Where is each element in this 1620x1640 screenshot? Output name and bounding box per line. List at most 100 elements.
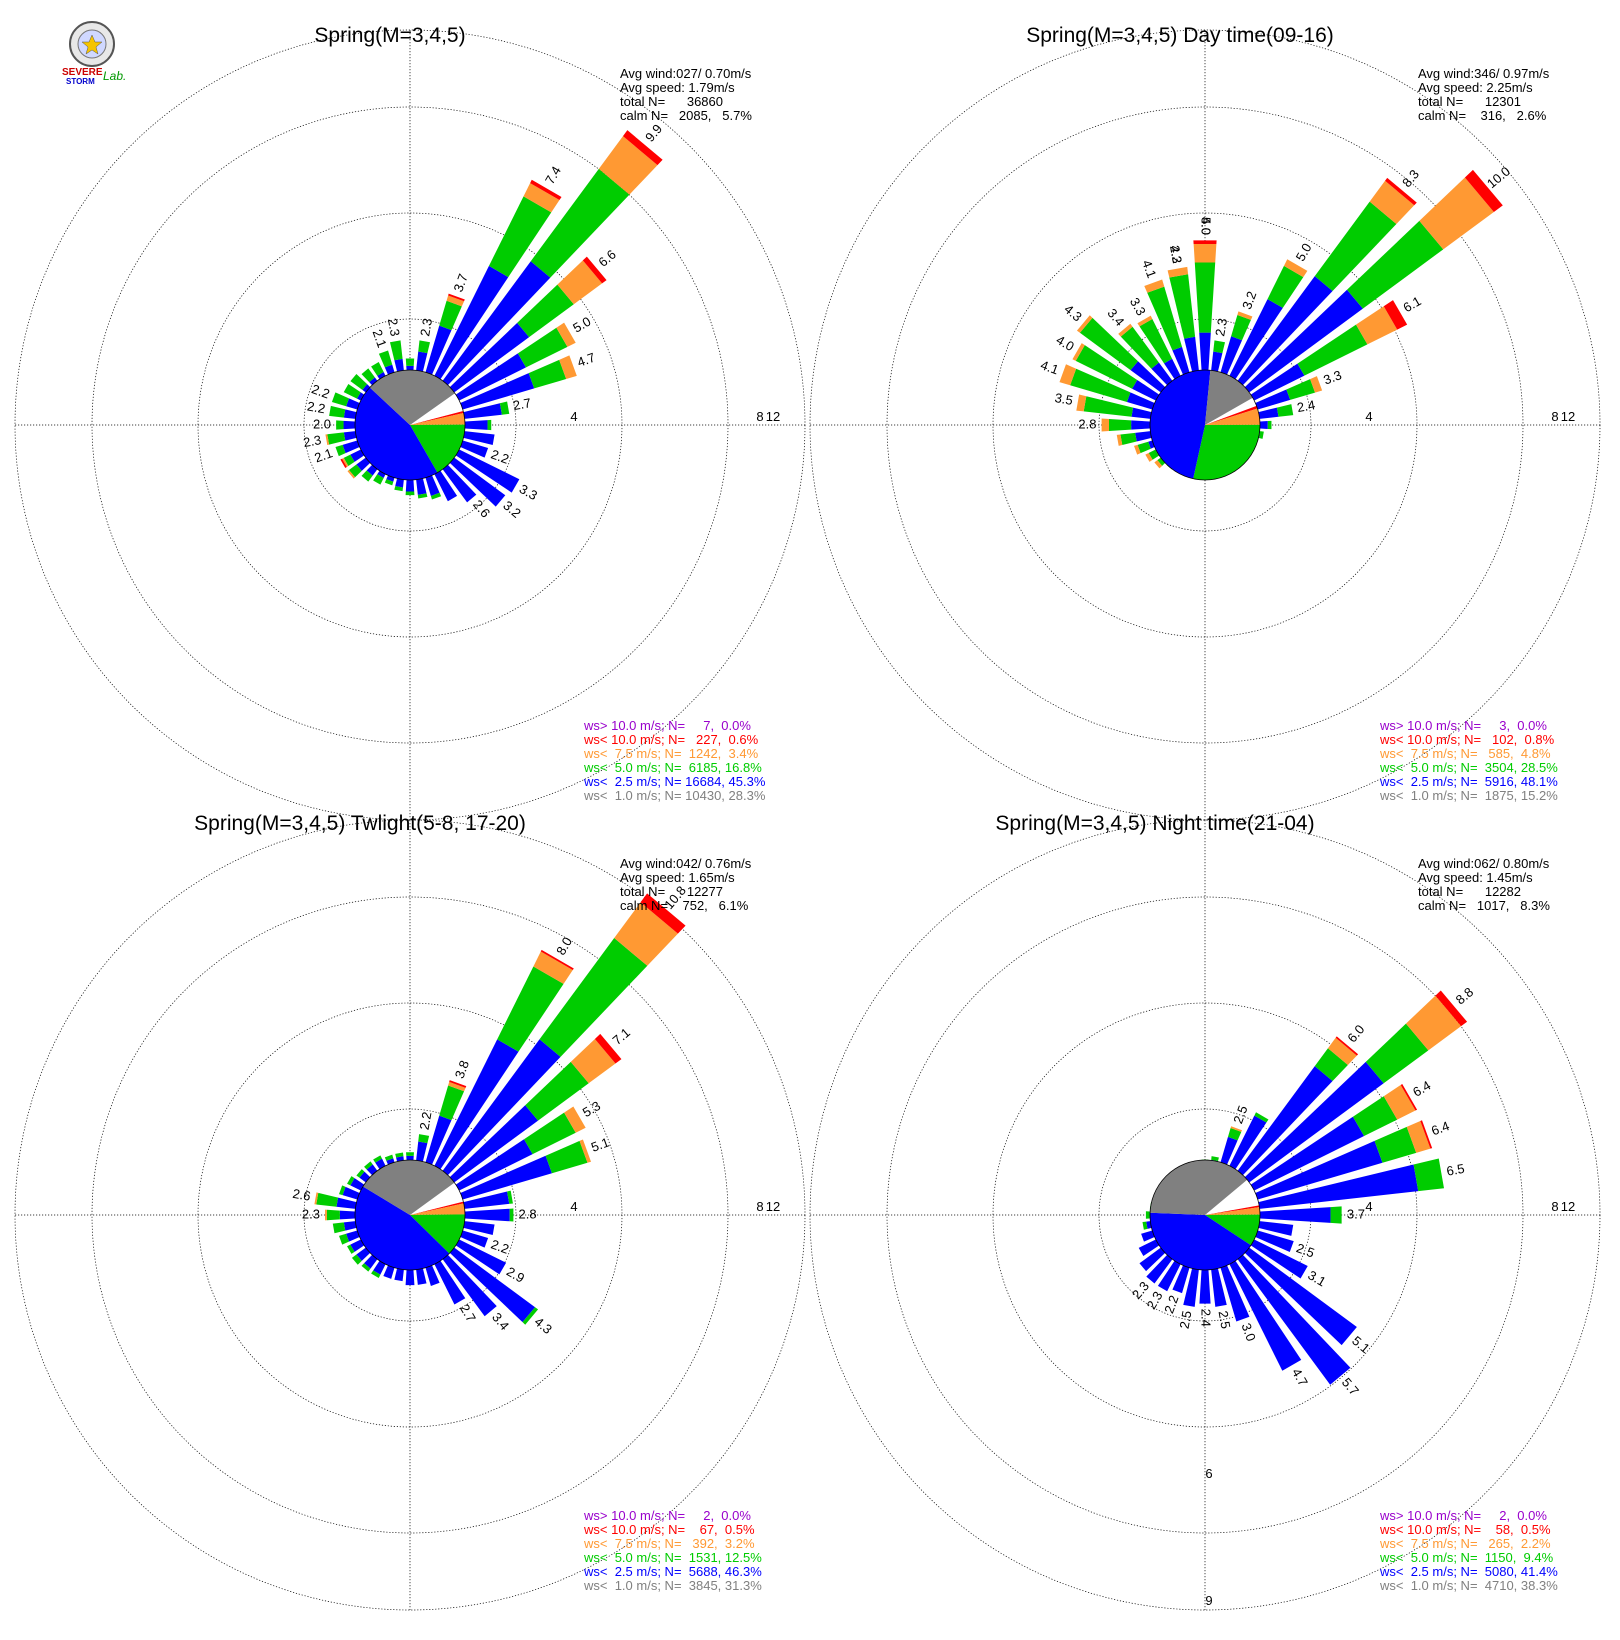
bar-seg-lt5 <box>439 300 462 331</box>
bar-seg-lt10 <box>1335 1036 1359 1056</box>
bar-value-label: 5.7 <box>1339 1375 1362 1398</box>
bar-seg-lt5 <box>1194 262 1216 333</box>
bar-seg-lt2_5 <box>463 403 502 419</box>
bar-seg-lt2_5 <box>1211 1268 1227 1307</box>
bar-value-label: 2.8 <box>1078 416 1096 431</box>
bar-seg-lt5 <box>525 1061 589 1121</box>
bar-seg-lt5 <box>1075 345 1138 389</box>
bar-seg-lt2_5 <box>383 1265 395 1279</box>
bar-value-label: 3.2 <box>500 498 523 521</box>
bar-value-label: 4.7 <box>575 350 597 370</box>
bar-seg-lt7_5 <box>1145 452 1153 462</box>
bar-value-label: 3.8 <box>452 1058 472 1080</box>
bar-seg-lt5 <box>371 1270 381 1278</box>
seal-star-icon <box>81 34 103 55</box>
bar-seg-lt10 <box>449 1080 467 1088</box>
pie-slice-lt5 <box>410 424 465 473</box>
bar-seg-lt2_5 <box>1259 421 1268 429</box>
bar-seg-lt2_5 <box>1258 1221 1294 1236</box>
panels-container: 4 8 122.33.77.49.96.65.04.72.72.23.33.22.6… <box>14 24 1601 1611</box>
bar-value-label: 3.3 <box>1127 295 1149 318</box>
bar-seg-lt7_5 <box>557 260 603 305</box>
bar-seg-lt2_5 <box>1258 407 1279 419</box>
bar-seg-lt2_5 <box>1250 1116 1365 1191</box>
bar-seg-lt5 <box>373 1155 383 1163</box>
bar-seg-lt5 <box>517 327 568 368</box>
pie-slice-calm <box>410 393 464 425</box>
bar-seg-lt5 <box>418 1134 430 1144</box>
bar-seg-lt2_5 <box>339 1210 356 1220</box>
radial-tick-label-extra: 9 <box>1205 1593 1212 1608</box>
logo-text-severe: SEVERE <box>62 67 103 78</box>
bar-value-label: 4.0 <box>1199 217 1214 235</box>
bar-seg-lt7_5 <box>559 355 577 380</box>
bar-value-label: 2.2 <box>1161 1293 1181 1315</box>
bar-seg-lt10 <box>530 179 562 201</box>
pie-slice-lt10 <box>410 410 464 425</box>
bar-seg-lt2_5 <box>1130 361 1166 393</box>
bar-seg-lt5 <box>394 486 403 492</box>
bar-seg-lt2_5 <box>1255 1140 1383 1200</box>
bar-value-label: 4.3 <box>532 1314 555 1337</box>
bar-value-label: 4.1 <box>1139 258 1159 280</box>
bar-seg-lt7_5 <box>1237 311 1253 320</box>
pie-slice-lt5 <box>1193 424 1260 480</box>
bar-seg-lt2_5 <box>442 261 551 386</box>
bar-seg-lt2_5 <box>1131 407 1152 419</box>
bar-value-label: 3.4 <box>489 1310 512 1333</box>
bar-seg-lt5 <box>361 470 373 482</box>
bar-value-label: 2.5 <box>1177 1309 1195 1329</box>
bar-seg-lt10 <box>448 293 465 302</box>
legend-entry: ws< 1.0 m/s; N= 4710, 38.3% <box>1379 1578 1558 1593</box>
bar-seg-lt7_5 <box>1101 418 1109 432</box>
bar-seg-lt2_5 <box>377 470 386 479</box>
pie-slice-lt7_5 <box>1205 408 1260 425</box>
bar-seg-lt5 <box>371 362 384 376</box>
pie-slice-lt7_5 <box>410 1203 465 1215</box>
bar-seg-lt2_5 <box>1255 389 1291 410</box>
bar-seg-lt7_5 <box>570 1038 616 1084</box>
bar-seg-lt2_5 <box>425 1265 440 1286</box>
bar-seg-lt2_5 <box>343 1221 357 1231</box>
bar-seg-lt2_5 <box>356 1247 371 1261</box>
logo-text-storm: STORM <box>66 77 95 86</box>
legend-entry: ws< 5.0 m/s; N= 1531, 12.5% <box>583 1550 762 1565</box>
bar-seg-lt7_5 <box>1154 460 1163 469</box>
bar-value-label: 3.5 <box>1054 390 1074 408</box>
bar-seg-lt5 <box>539 938 648 1057</box>
stats-line: Avg speed: 1.65m/s <box>620 870 735 885</box>
bar-seg-lt2_5 <box>1164 358 1181 380</box>
bar-seg-lt5 <box>1413 1158 1445 1192</box>
stats-line: Avg wind:042/ 0.76m/s <box>620 856 752 871</box>
windrose-panel-1: 4 8 122.33.77.49.96.65.04.72.72.23.33.22.6… <box>14 24 806 821</box>
legend-entry: ws< 5.0 m/s; N= 1150, 9.4% <box>1379 1550 1554 1565</box>
bar-seg-lt10 <box>1385 177 1417 206</box>
bar-seg-lt2_5 <box>425 475 440 496</box>
stats-line: calm N= 316, 2.6% <box>1418 108 1547 123</box>
bar-seg-lt5 <box>1330 1206 1342 1224</box>
bar-seg-lt2_5 <box>442 1039 561 1176</box>
bar-value-label: 5.0 <box>570 314 593 336</box>
stats-line: Avg wind:027/ 0.70m/s <box>620 66 752 81</box>
bar-value-label: 8.3 <box>1399 167 1422 190</box>
bar-value-label: 8.0 <box>553 934 575 957</box>
bar-value-label: 2.2 <box>310 381 332 401</box>
bar-seg-lt7_5 <box>579 1139 592 1163</box>
bar-seg-lt5 <box>405 491 415 496</box>
radial-tick-label: 4 <box>570 409 577 424</box>
bar-seg-lt2_5 <box>362 384 371 393</box>
bar-seg-lt7_5 <box>1118 323 1133 337</box>
bar-seg-lt5 <box>1227 1128 1242 1141</box>
bar-seg-lt7_5 <box>556 322 576 347</box>
stats-line: calm N= 1017, 8.3% <box>1418 898 1550 913</box>
bar-seg-lt7_5 <box>1134 444 1141 455</box>
bar-seg-lt5 <box>339 1233 349 1245</box>
bar-seg-lt2_5 <box>1132 379 1160 401</box>
bar-value-label: 2.9 <box>504 1264 527 1286</box>
pie-slice-lt2_5 <box>1149 369 1211 479</box>
bar-seg-lt5 <box>509 1208 514 1222</box>
stats-line: total N= 36860 <box>620 94 723 109</box>
calm-distribution-pie <box>1149 1159 1261 1271</box>
bar-seg-lt5 <box>395 1152 404 1158</box>
bar-value-label: 4.3 <box>1167 244 1185 264</box>
